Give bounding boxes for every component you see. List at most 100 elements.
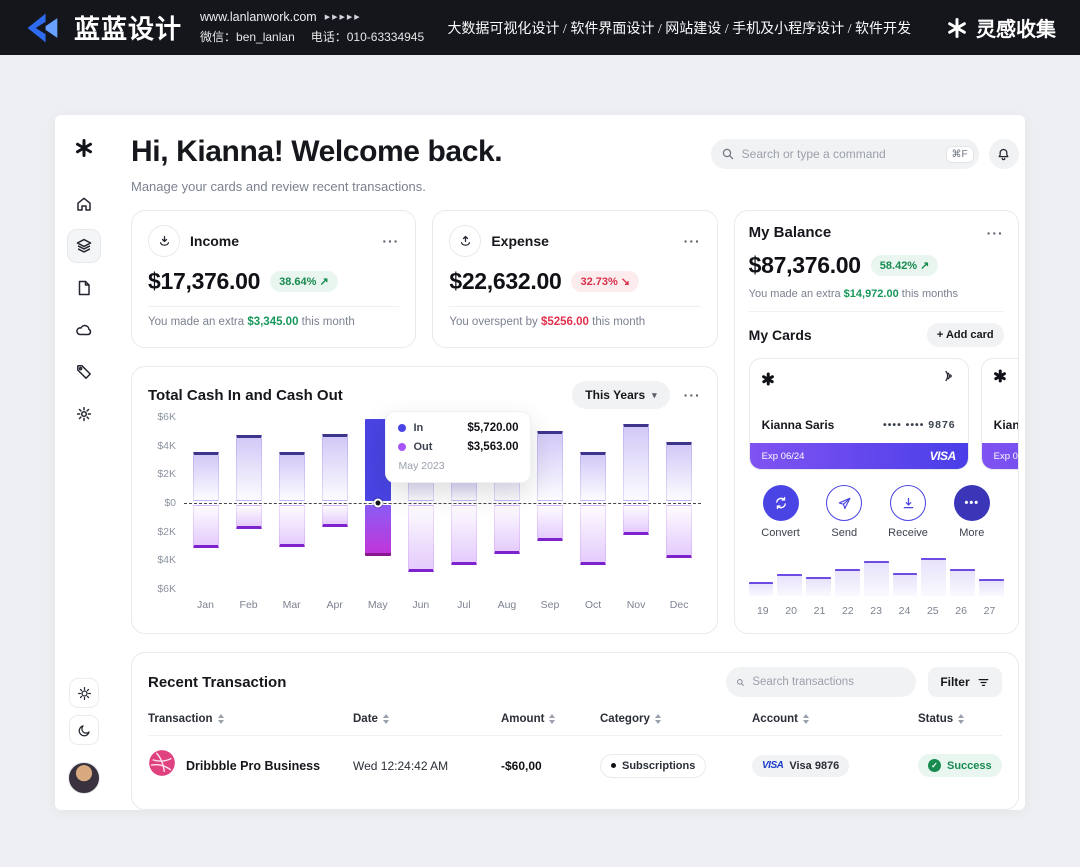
- search-input[interactable]: [741, 147, 939, 161]
- visa-logo: VISA: [762, 760, 784, 771]
- transaction-amount: -$60,00: [501, 758, 542, 773]
- sidebar-item-dashboard[interactable]: [67, 229, 101, 263]
- mini-bar: [834, 569, 860, 596]
- sidebar-item-home[interactable]: [67, 187, 101, 221]
- bar-group[interactable]: [270, 417, 313, 589]
- brand-name: 蓝蓝设计: [74, 14, 183, 44]
- sun-icon: [77, 686, 91, 700]
- sidebar-item-cloud[interactable]: [67, 313, 101, 347]
- notifications-button[interactable]: [988, 139, 1019, 169]
- range-select[interactable]: This Years ▾: [572, 381, 670, 409]
- bar-group[interactable]: [528, 417, 571, 589]
- filter-button[interactable]: Filter: [928, 667, 1002, 697]
- mini-day-label: 25: [926, 605, 939, 617]
- sort-icon: [958, 714, 965, 724]
- bar-group[interactable]: [658, 417, 701, 589]
- banner-collect[interactable]: 灵感收集: [947, 13, 1056, 42]
- cash-in-bar: [536, 431, 563, 501]
- content-header: Hi, Kianna! Welcome back. Manage your ca…: [131, 135, 1019, 194]
- cash-in-bar: [192, 452, 219, 501]
- column-header[interactable]: Account: [752, 713, 918, 725]
- column-header[interactable]: Status: [918, 713, 1002, 725]
- cash-in-bar: [580, 452, 607, 501]
- tx-columns: Transaction Date Amount Category Account Stat…: [148, 713, 1002, 736]
- my-cards-label: My Cards: [748, 327, 812, 343]
- balance-menu-button[interactable]: ···: [986, 224, 1004, 241]
- credit-card-next[interactable]: Kianna Saris Exp 06/24: [980, 358, 1018, 470]
- search-icon: [722, 148, 733, 160]
- zero-dot: [373, 498, 383, 508]
- month-label: Apr: [326, 599, 343, 611]
- stats-row: Income ··· $17,376.00 38.64% ↗ You made a…: [131, 210, 718, 348]
- balance-card: My Balance ··· $87,376.00 58.42% ↗ You ma…: [733, 210, 1019, 634]
- add-card-button[interactable]: + Add card: [926, 323, 1004, 347]
- month-label: May: [367, 599, 388, 611]
- page-subtitle: Manage your cards and review recent tran…: [131, 179, 426, 194]
- collect-label: 灵感收集: [976, 19, 1056, 41]
- bar-group[interactable]: [313, 417, 356, 589]
- status-badge: ✓ Success: [918, 754, 1002, 777]
- bar-group[interactable]: [571, 417, 614, 589]
- banner-url[interactable]: www.lanlanwork.com: [200, 10, 317, 24]
- cards-strip: Kianna Saris •••• •••• 9876 Exp 06/24 VI…: [748, 358, 1018, 472]
- receive-icon: [890, 485, 927, 521]
- income-icon: [148, 225, 180, 257]
- card-expiry: Exp 06/24: [993, 450, 1018, 462]
- in-series-dot: [398, 424, 407, 432]
- month-label: Jan: [197, 599, 214, 611]
- mini-bar: [863, 561, 889, 596]
- account-pill: VISA Visa 9876: [752, 754, 850, 777]
- global-search[interactable]: ⌘F: [710, 139, 979, 169]
- cash-in-bar: [623, 424, 650, 501]
- transactions-search-input[interactable]: [752, 676, 907, 688]
- banner-services: 大数据可视化设计 / 软件界面设计 / 网站建设 / 手机及小程序设计 / 软件…: [447, 21, 911, 37]
- column-header[interactable]: Category: [600, 713, 752, 725]
- chart-x-axis: Jan Feb Mar Apr May Jun Jul Aug Sep Oct Nov Dec: [184, 599, 701, 611]
- cash-out-bar: [278, 505, 305, 547]
- mini-bar: [921, 558, 947, 596]
- gear-icon: [76, 406, 92, 422]
- moon-icon: [78, 724, 90, 736]
- transaction-row[interactable]: Dribbble Pro Business Wed 12:24:42 AM -$…: [148, 736, 1002, 782]
- user-avatar[interactable]: [68, 762, 100, 794]
- expense-note: You overspent by $5256.00 this month: [449, 306, 701, 328]
- month-label: Jul: [457, 599, 471, 611]
- expense-badge: 32.73% ↘: [571, 271, 639, 292]
- more-button[interactable]: ••• More: [940, 485, 1004, 539]
- card-number-mask: •••• •••• 9876: [883, 419, 956, 431]
- send-button[interactable]: Send: [812, 485, 876, 539]
- tag-icon: [77, 365, 91, 379]
- cash-out-bar: [536, 505, 563, 541]
- cashflow-menu-button[interactable]: ···: [683, 387, 701, 403]
- column-header[interactable]: Amount: [501, 713, 600, 725]
- receive-button[interactable]: Receive: [876, 485, 940, 539]
- cash-in-bar: [235, 435, 262, 501]
- bar-group[interactable]: [227, 417, 270, 589]
- sidebar-item-settings[interactable]: [67, 397, 101, 431]
- theme-light-button[interactable]: [69, 678, 99, 708]
- sidebar-item-documents[interactable]: [67, 271, 101, 305]
- column-header[interactable]: Date: [353, 713, 501, 725]
- chart-plot: In $5,720.00 Out $3,563.00 May 2023: [184, 411, 701, 589]
- mini-bars: [748, 552, 1004, 596]
- page-title: Hi, Kianna! Welcome back.: [131, 135, 503, 168]
- transactions-search[interactable]: [726, 667, 917, 697]
- transaction-date: Wed 12:24:42 AM: [353, 758, 449, 773]
- theme-dark-button[interactable]: [69, 715, 99, 745]
- sort-icon: [654, 714, 661, 724]
- credit-card[interactable]: Kianna Saris •••• •••• 9876 Exp 06/24 VI…: [748, 358, 969, 470]
- sort-icon: [549, 714, 556, 724]
- cash-in-bar: [321, 434, 348, 501]
- trend-down-icon: ↘: [620, 276, 630, 288]
- income-menu-button[interactable]: ···: [382, 233, 400, 249]
- cash-out-bar: [364, 505, 391, 556]
- cash-in-bar: [666, 442, 693, 501]
- bar-group[interactable]: [184, 417, 227, 589]
- convert-button[interactable]: Convert: [749, 485, 813, 539]
- balance-mini-chart: 19 20 21 22 23 24 25 26 27: [748, 552, 1004, 617]
- expense-menu-button[interactable]: ···: [683, 233, 701, 249]
- out-series-dot: [398, 443, 407, 451]
- bar-group[interactable]: [615, 417, 658, 589]
- sidebar-item-tags[interactable]: [67, 355, 101, 389]
- column-header[interactable]: Transaction: [148, 713, 353, 725]
